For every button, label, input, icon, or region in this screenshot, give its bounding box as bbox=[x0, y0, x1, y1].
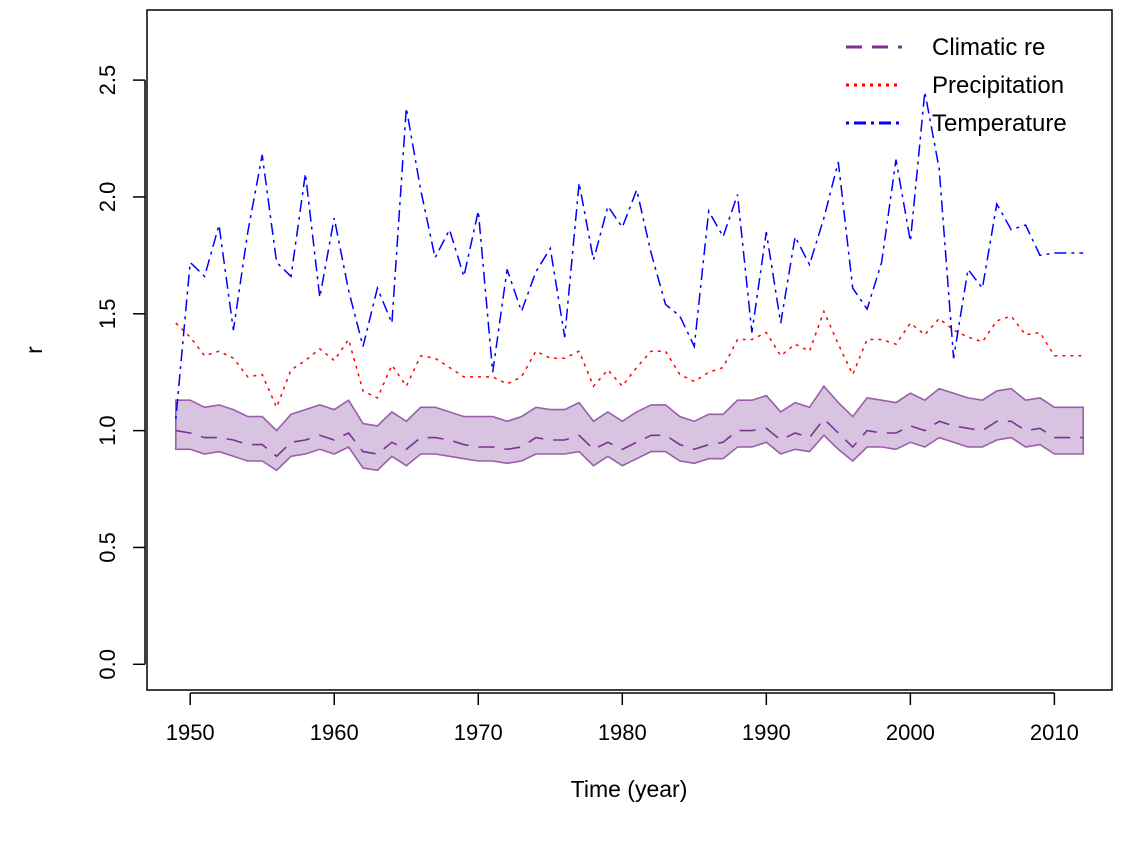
y-axis: 0.0 0.5 1.0 1.5 2.0 2.5 bbox=[95, 65, 146, 680]
x-axis: 1950 1960 1970 1980 1990 2000 2010 bbox=[166, 692, 1079, 745]
x-tick-label: 1980 bbox=[598, 720, 647, 745]
x-tick-label: 2000 bbox=[886, 720, 935, 745]
x-axis-label: Time (year) bbox=[571, 776, 688, 802]
plot-frame bbox=[146, 9, 1113, 691]
x-tick-label: 1990 bbox=[742, 720, 791, 745]
y-tick-label: 0.5 bbox=[95, 532, 120, 563]
y-tick-label: 0.0 bbox=[95, 649, 120, 680]
series-line-precipitation bbox=[175, 309, 1084, 410]
x-tick-label: 2010 bbox=[1030, 720, 1079, 745]
band-layer bbox=[175, 384, 1084, 472]
series-line-climatic-re bbox=[175, 417, 1084, 458]
legend: Climatic re Precipitation Temperature bbox=[846, 34, 1067, 137]
series-line-temperature bbox=[175, 91, 1084, 419]
legend-label: Temperature bbox=[932, 110, 1067, 137]
legend-label: Climatic re bbox=[932, 34, 1045, 61]
y-tick-label: 1.5 bbox=[95, 298, 120, 329]
lines-layer bbox=[175, 91, 1084, 458]
y-tick-label: 1.0 bbox=[95, 415, 120, 446]
legend-label: Precipitation bbox=[932, 72, 1064, 99]
confidence-band bbox=[175, 384, 1084, 472]
x-tick-label: 1970 bbox=[454, 720, 503, 745]
y-axis-label: r bbox=[21, 346, 47, 354]
x-tick-label: 1950 bbox=[166, 720, 215, 745]
y-tick-label: 2.0 bbox=[95, 182, 120, 213]
y-tick-label: 2.5 bbox=[95, 65, 120, 96]
x-tick-label: 1960 bbox=[310, 720, 359, 745]
